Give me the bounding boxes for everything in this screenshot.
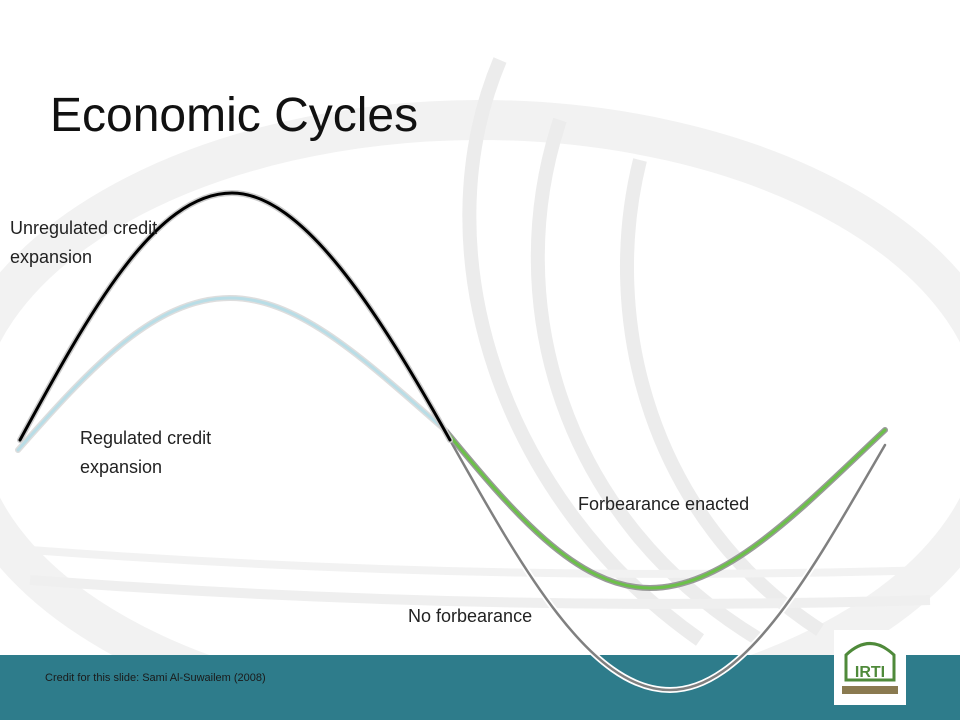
label: No forbearance xyxy=(408,606,532,626)
logo: IRTI xyxy=(834,630,906,705)
curves xyxy=(15,189,888,694)
label: expansion xyxy=(10,247,92,267)
slide-title: Economic Cycles xyxy=(50,89,418,142)
forbearance-curve xyxy=(443,428,887,590)
label: expansion xyxy=(80,457,162,477)
unregulated-curve xyxy=(18,191,452,442)
label: Forbearance enacted xyxy=(578,494,749,514)
footer-band xyxy=(0,655,960,720)
credit: Credit for this slide: Sami Al-Suwailem … xyxy=(45,672,266,684)
logo-text: IRTI xyxy=(855,664,885,681)
label: Unregulated credit xyxy=(10,218,157,238)
regulated-curve xyxy=(16,296,447,452)
label: Regulated credit xyxy=(80,428,211,448)
no-forbearance-curve xyxy=(448,438,887,692)
